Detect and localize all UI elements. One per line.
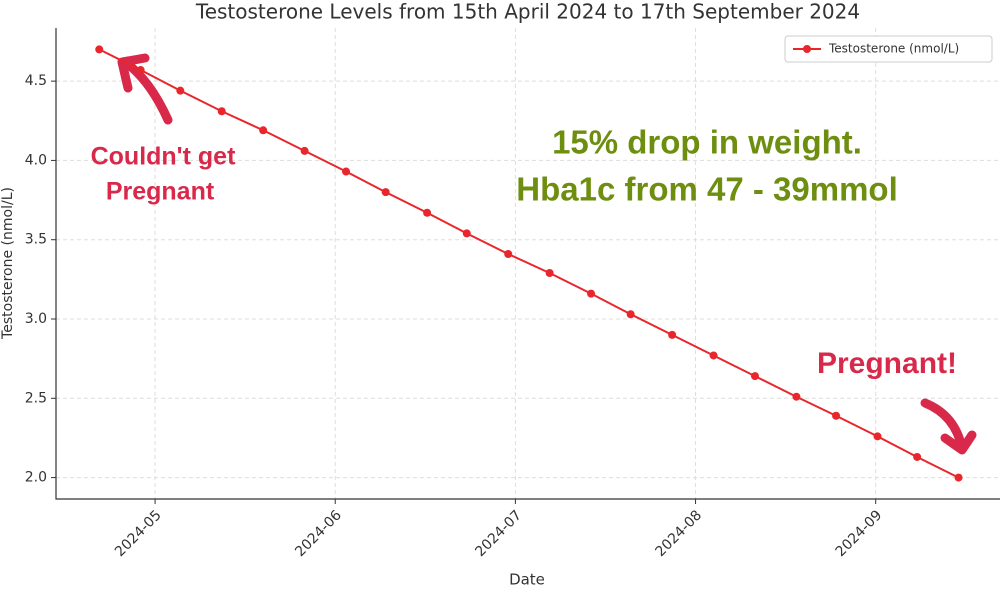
- annotation: Pregnant: [106, 178, 215, 206]
- data-point: [504, 249, 513, 258]
- y-tick-label: 4.5: [25, 73, 47, 89]
- data-point: [381, 188, 390, 197]
- legend-marker: [803, 45, 811, 53]
- data-point: [176, 86, 185, 95]
- data-point: [832, 411, 841, 420]
- data-point: [95, 45, 104, 54]
- data-point: [342, 167, 351, 176]
- annotation: 15% drop in weight.: [552, 124, 862, 161]
- data-point: [792, 392, 801, 401]
- data-point: [873, 432, 882, 441]
- y-tick-label: 4.0: [25, 152, 47, 168]
- y-tick-label: 2.0: [25, 470, 47, 486]
- series-line: [98, 48, 960, 479]
- y-tick-label: 2.5: [25, 390, 47, 406]
- data-point: [259, 126, 268, 135]
- data-point: [136, 66, 145, 75]
- data-point: [423, 208, 432, 217]
- data-point: [217, 107, 226, 116]
- axes: [55, 28, 1000, 500]
- data-point: [709, 351, 718, 360]
- y-tick-label: 3.0: [25, 311, 47, 327]
- data-point: [626, 310, 635, 319]
- data-point: [913, 452, 922, 461]
- arrow: [920, 398, 967, 453]
- annotation: Couldn't get: [91, 143, 236, 171]
- legend-label: Testosterone (nmol/L): [828, 42, 959, 56]
- data-point: [462, 229, 471, 238]
- y-axis-label: Testosterone (nmol/L): [0, 187, 16, 340]
- data-point: [587, 289, 596, 298]
- x-axis-label: Date: [509, 571, 545, 589]
- annotation: Pregnant!: [817, 347, 957, 380]
- annotation: Hba1c from 47 - 39mmol: [516, 171, 897, 208]
- data-point: [668, 330, 677, 339]
- arrow-head: [117, 53, 150, 93]
- arrow-head: [940, 430, 977, 455]
- chart-title: Testosterone Levels from 15th April 2024…: [195, 0, 860, 24]
- data-point: [954, 473, 963, 482]
- data-point: [750, 372, 759, 381]
- legend-box: [784, 35, 993, 63]
- y-tick-label: 3.5: [25, 232, 47, 248]
- data-point: [545, 269, 554, 278]
- data-point: [300, 146, 309, 155]
